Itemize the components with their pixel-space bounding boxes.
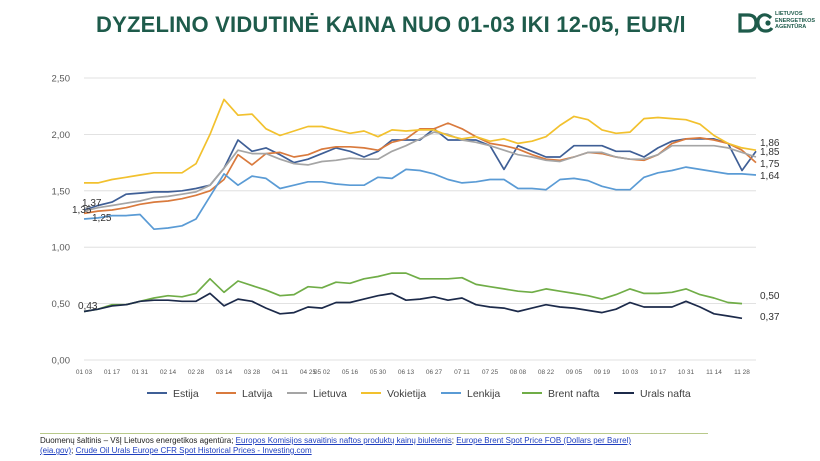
source-footnote: Duomenų šaltinis – VšĮ Lietuvos energeti… (40, 436, 800, 456)
urals-price-link[interactable]: Crude Oil Urals Europe CFR Spot Historic… (75, 446, 312, 455)
logo-text: LIETUVOS ENERGETIKOS AGENTŪRA (775, 11, 815, 31)
ec-bulletin-link[interactable]: Europos Komisijos savaitinis naftos prod… (235, 436, 452, 445)
data-label: 1,37 (82, 198, 102, 209)
x-tick-label: 11 28 (734, 369, 750, 376)
x-tick-label: 08 08 (510, 369, 527, 376)
series-line-latvija (83, 122, 757, 215)
series-line-lenkija (83, 166, 757, 231)
x-tick-label: 07 25 (482, 369, 499, 376)
x-tick-label: 05 16 (342, 369, 359, 376)
legend-label: Brent nafta (548, 388, 600, 400)
y-tick-label: 0,50 (52, 299, 71, 310)
x-tick-label: 01 17 (104, 369, 121, 376)
x-tick-label: 05 30 (370, 369, 387, 376)
logo-line: LIETUVOS (775, 11, 803, 17)
data-label: 1,64 (760, 171, 780, 182)
x-tick-label: 11 14 (706, 369, 722, 376)
x-tick-label: 03 28 (244, 369, 261, 376)
x-tick-label: 05 02 (314, 369, 331, 376)
x-tick-label: 03 14 (216, 369, 233, 376)
logo-line: ENERGETIKOS (775, 17, 816, 24)
data-label: 1,25 (92, 213, 112, 224)
footnote-sep: ; (71, 446, 76, 455)
x-tick-label: 07 11 (454, 369, 470, 376)
x-tick-label: 10 03 (622, 369, 639, 376)
series-line-estija (83, 127, 757, 211)
legend-label: Lietuva (313, 388, 347, 400)
footnote-prefix: Duomenų šaltinis – VšĮ Lietuvos energeti… (40, 436, 236, 445)
series-line-brent-nafta (83, 272, 743, 313)
legend-label: Vokietija (387, 388, 426, 400)
data-label: 1,75 (760, 159, 780, 170)
x-tick-label: 10 17 (650, 369, 667, 376)
legend-label: Latvija (242, 388, 273, 400)
x-tick-label: 06 13 (398, 369, 415, 376)
eia-link[interactable]: (eia.gov) (40, 446, 72, 455)
x-tick-label: 02 14 (160, 369, 177, 376)
data-label: 1,86 (760, 138, 780, 149)
footnote-sep: ; (451, 436, 457, 445)
x-tick-label: 01 31 (132, 369, 149, 376)
x-tick-label: 06 27 (426, 369, 443, 376)
x-tick-label: 01 03 (76, 369, 93, 376)
data-label: 1,85 (760, 147, 780, 158)
x-tick-label: 08 22 (538, 369, 555, 376)
x-tick-label: 02 28 (188, 369, 205, 376)
y-tick-label: 0,00 (52, 356, 71, 367)
x-tick-label: 09 19 (594, 369, 611, 376)
y-tick-label: 1,00 (52, 243, 71, 254)
x-tick-label: 10 31 (678, 369, 695, 376)
series-line-lietuva (83, 131, 757, 212)
legend-label: Lenkija (467, 388, 500, 400)
y-tick-label: 2,00 (52, 130, 71, 141)
data-label: 0,37 (760, 312, 780, 323)
x-tick-label: 09 05 (566, 369, 583, 376)
x-tick-label: 04 25 (300, 369, 317, 376)
data-label: 1,35 (72, 205, 92, 216)
agency-logo-icon (738, 13, 774, 33)
data-label: 0,43 (78, 301, 98, 312)
series-line-urals-nafta (83, 292, 743, 320)
brent-price-link[interactable]: Europe Brent Spot Price FOB (Dollars per… (456, 436, 631, 445)
x-tick-label: 04 11 (272, 369, 288, 376)
logo-line: AGENTŪRA (775, 24, 807, 30)
series-line-vokietija (84, 98, 757, 184)
page-title: DYZELINO VIDUTINĖ KAINA NUO 01-03 IKI 12… (96, 12, 686, 37)
legend-label: Urals nafta (640, 388, 691, 400)
footer-divider (40, 433, 708, 434)
y-tick-label: 1,50 (52, 186, 71, 197)
data-label: 0,50 (760, 291, 780, 302)
y-tick-label: 2,50 (52, 74, 71, 85)
legend-label: Estija (173, 388, 199, 400)
